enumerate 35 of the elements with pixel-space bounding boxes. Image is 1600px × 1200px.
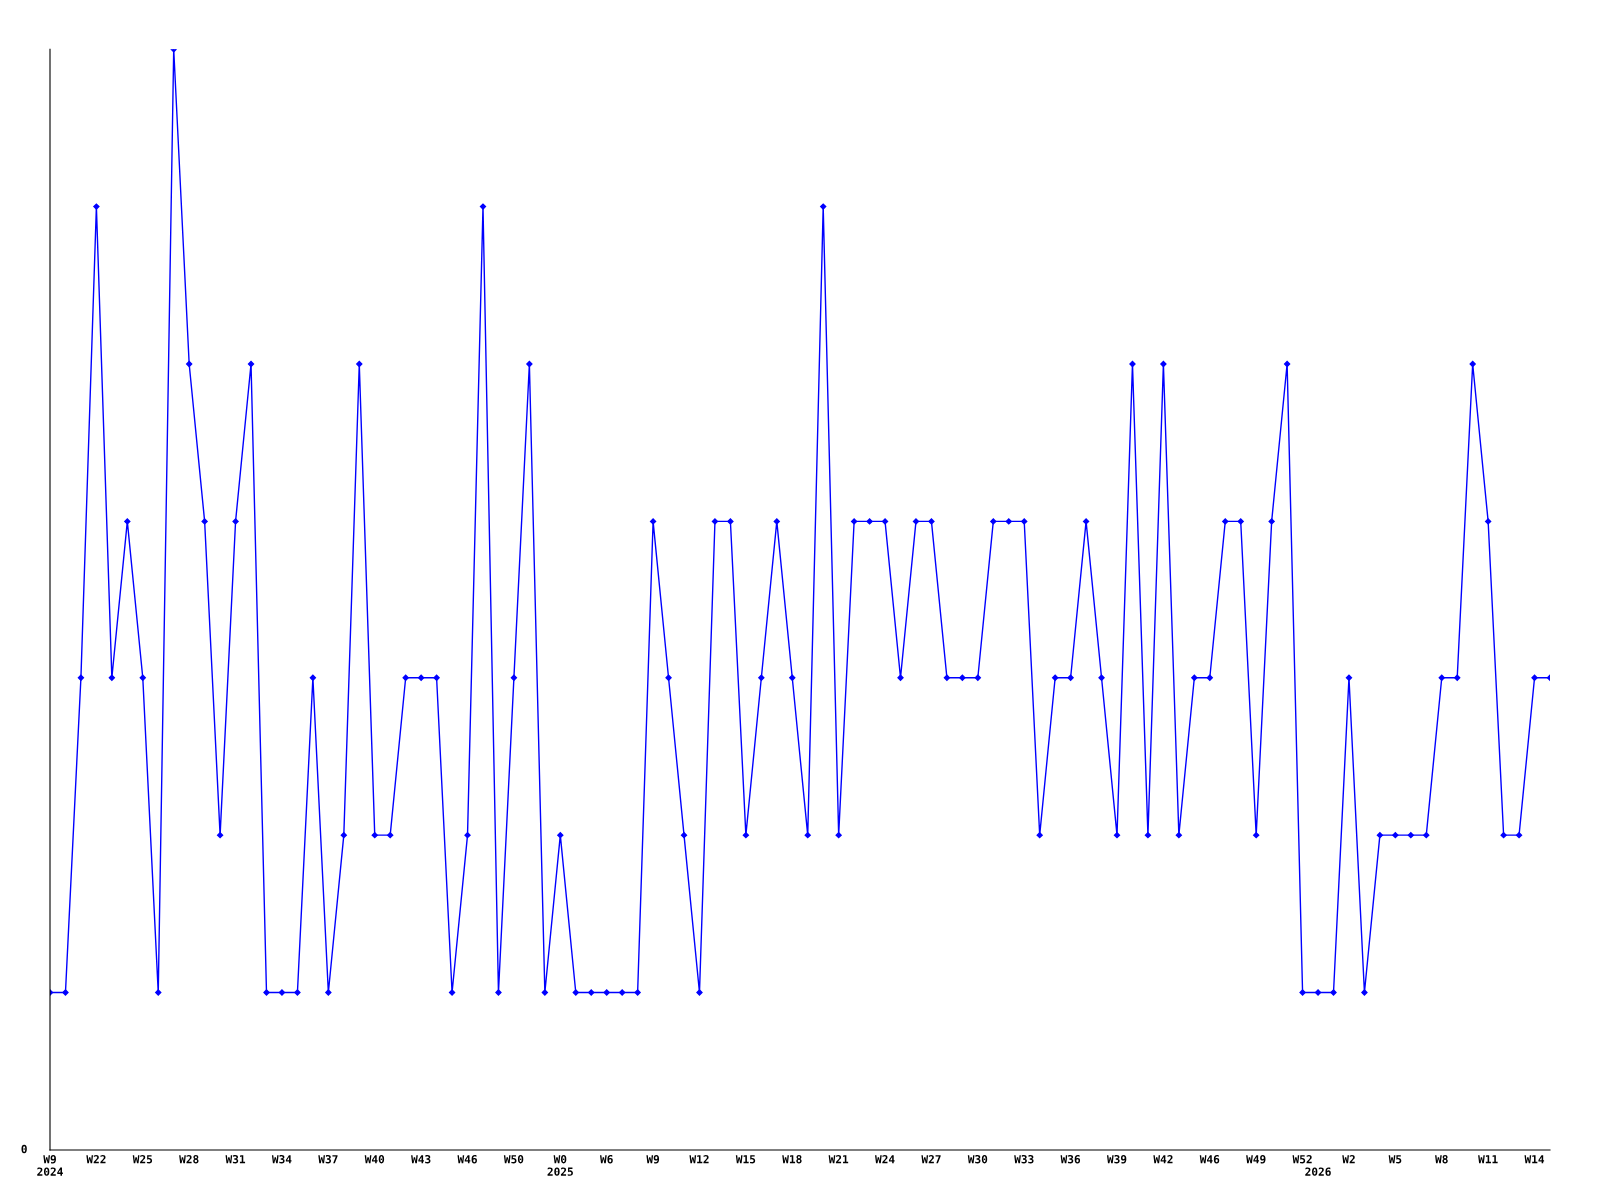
x-tick-label: W37 [318, 1155, 338, 1164]
x-tick-label: W39 [1106, 1155, 1127, 1164]
x-tick-label: W36 [1060, 1155, 1081, 1164]
x-tick-label: W15 [735, 1155, 756, 1164]
x-tick-label: W27 [921, 1155, 941, 1164]
x-tick-label: W46 [457, 1155, 477, 1164]
x-tick-label: W8 [1435, 1155, 1448, 1164]
x-tick-label: W34 [271, 1155, 292, 1164]
x-tick-label: W2 [1342, 1155, 1355, 1164]
x-tick-label: W11 [1478, 1155, 1498, 1164]
x-tick-label: W22 [86, 1155, 106, 1164]
x-tick-label: W21 [828, 1155, 849, 1164]
x-tick-label: W52 [1292, 1155, 1312, 1164]
x-tick-label: W28 [179, 1155, 199, 1164]
x-tick-label: W9 2024 [37, 1155, 63, 1176]
x-tick-label: W33 [1014, 1155, 1034, 1164]
x-tick-label: W31 [225, 1155, 246, 1164]
x-tick-label: W50 [503, 1155, 524, 1164]
x-tick-label: W42 [1153, 1155, 1173, 1164]
x-tick-label: W0 2025 [547, 1155, 573, 1176]
x-tick-label: W30 [967, 1155, 988, 1164]
x-tick-label: W43 [411, 1155, 431, 1164]
x-tick-label: W49 [1246, 1155, 1266, 1164]
x-tick-label: W18 [782, 1155, 802, 1164]
text: 0 [21, 1144, 27, 1154]
x-tick-label: 2026 [1305, 1167, 1331, 1176]
x-tick-label: W12 [689, 1155, 709, 1164]
x-tick-label: W25 [132, 1155, 153, 1164]
x-tick-label: W40 [364, 1155, 385, 1164]
x-tick-label: W6 [600, 1155, 613, 1164]
x-tick-label: W24 [875, 1155, 895, 1164]
x-tick-label: W5 [1388, 1155, 1402, 1164]
x-tick-label: W14 [1524, 1155, 1545, 1164]
x-tick-label: W46 [1199, 1155, 1220, 1164]
x-tick-label: W9 [646, 1155, 660, 1164]
